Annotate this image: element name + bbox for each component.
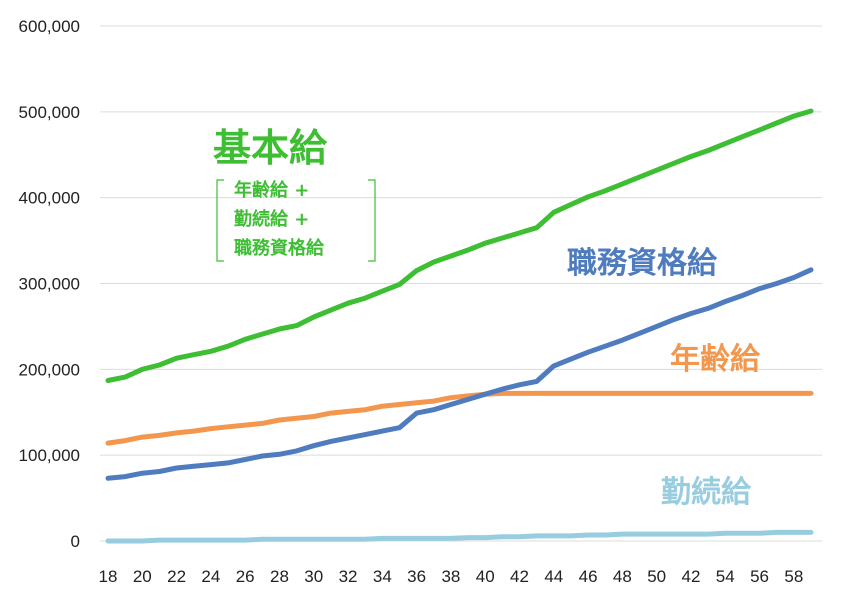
series-line-0	[105, 108, 814, 383]
label-shokumushikakukyu: 職務資格給	[567, 246, 718, 281]
series-lines	[105, 108, 814, 544]
y-axis-ticks: 0 100,000 200,000 300,000 400,000 500,000 600,…	[19, 17, 80, 551]
y-tick-label: 300,000	[19, 275, 80, 294]
label-nenreikyu: 年齢給	[670, 342, 761, 377]
x-tick-label: 32	[339, 567, 358, 586]
x-tick-label: 56	[750, 567, 769, 586]
x-tick-label: 18	[99, 567, 118, 586]
kihonkyu-item-kinzokukyu: 勤続給 +	[234, 208, 309, 230]
x-tick-label: 30	[304, 567, 323, 586]
label-kihonkyu: 基本給	[213, 126, 328, 170]
y-tick-label: 200,000	[19, 360, 80, 379]
x-tick-label: 58	[784, 567, 803, 586]
x-tick-label: 36	[407, 567, 426, 586]
x-tick-label: 42	[682, 567, 701, 586]
bracket-right	[368, 179, 376, 262]
kihonkyu-item-nenreikyu: 年齢給 +	[234, 179, 309, 201]
x-tick-label: 24	[201, 567, 220, 586]
x-tick-label: 34	[373, 567, 392, 586]
x-tick-label: 40	[476, 567, 495, 586]
y-tick-label: 500,000	[19, 103, 80, 122]
kihonkyu-item-shokumushikakukyu: 職務資格給	[234, 237, 325, 259]
label-kinzokukyu: 勤続給	[661, 475, 752, 510]
x-tick-label: 54	[716, 567, 735, 586]
bracket-left	[216, 179, 224, 262]
y-tick-label: 0	[71, 532, 80, 551]
x-tick-label: 38	[441, 567, 460, 586]
series-line-1	[105, 267, 814, 481]
x-tick-label: 28	[270, 567, 289, 586]
x-tick-label: 44	[544, 567, 563, 586]
series-line-2	[105, 390, 814, 446]
x-tick-label: 50	[647, 567, 666, 586]
x-tick-label: 42	[510, 567, 529, 586]
y-tick-label: 400,000	[19, 189, 80, 208]
series-line-3	[105, 529, 814, 544]
y-tick-label: 100,000	[19, 446, 80, 465]
x-tick-label: 48	[613, 567, 632, 586]
x-tick-label: 26	[236, 567, 255, 586]
gridlines	[100, 25, 822, 542]
x-tick-label: 46	[579, 567, 598, 586]
y-tick-label: 600,000	[19, 17, 80, 36]
x-tick-label: 22	[167, 567, 186, 586]
x-tick-label: 20	[133, 567, 152, 586]
x-axis-ticks: 18 20 22 24 26 28 30 32 34 36 38 40 42 44 46 48 50 42 54 56…	[99, 567, 804, 586]
